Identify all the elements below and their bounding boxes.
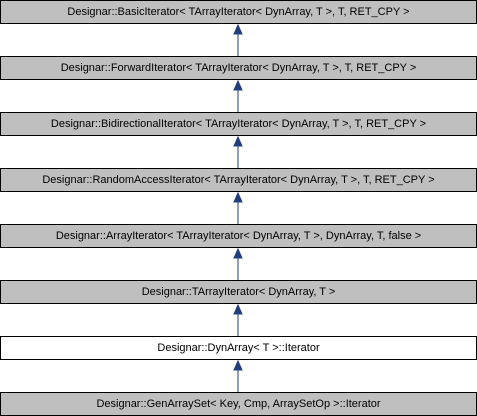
class-label-forward-iterator: Designar::ForwardIterator< TArrayIterato…	[60, 62, 417, 74]
inheritance-arrowhead	[233, 79, 243, 91]
inheritance-arrowhead	[233, 247, 243, 259]
class-label-array-iterator: Designar::ArrayIterator< TArrayIterator<…	[55, 230, 422, 242]
class-label-bidirectional-iterator: Designar::BidirectionalIterator< TArrayI…	[50, 118, 427, 130]
inheritance-arrowhead	[233, 359, 243, 371]
inheritance-arrowhead	[233, 191, 243, 203]
class-node-random-access-iterator[interactable]: Designar::RandomAccessIterator< TArrayIt…	[0, 168, 477, 192]
class-node-forward-iterator[interactable]: Designar::ForwardIterator< TArrayIterato…	[0, 56, 477, 80]
class-label-genarrayset-iterator: Designar::GenArraySet< Key, Cmp, ArraySe…	[96, 398, 381, 410]
class-node-dynarray-iterator[interactable]: Designar::DynArray< T >::Iterator	[0, 336, 477, 360]
class-label-random-access-iterator: Designar::RandomAccessIterator< TArrayIt…	[42, 174, 435, 186]
class-node-tarray-iterator[interactable]: Designar::TArrayIterator< DynArray, T >	[0, 280, 477, 304]
class-node-basic-iterator[interactable]: Designar::BasicIterator< TArrayIterator<…	[0, 0, 477, 24]
class-node-bidirectional-iterator[interactable]: Designar::BidirectionalIterator< TArrayI…	[0, 112, 477, 136]
class-node-genarrayset-iterator[interactable]: Designar::GenArraySet< Key, Cmp, ArraySe…	[0, 392, 477, 416]
inheritance-arrowhead	[233, 135, 243, 147]
class-label-tarray-iterator: Designar::TArrayIterator< DynArray, T >	[141, 286, 336, 298]
inheritance-arrowhead	[233, 303, 243, 315]
class-label-dynarray-iterator: Designar::DynArray< T >::Iterator	[157, 342, 320, 354]
class-node-array-iterator[interactable]: Designar::ArrayIterator< TArrayIterator<…	[0, 224, 477, 248]
inheritance-arrowhead	[233, 23, 243, 35]
class-label-basic-iterator: Designar::BasicIterator< TArrayIterator<…	[67, 6, 410, 18]
